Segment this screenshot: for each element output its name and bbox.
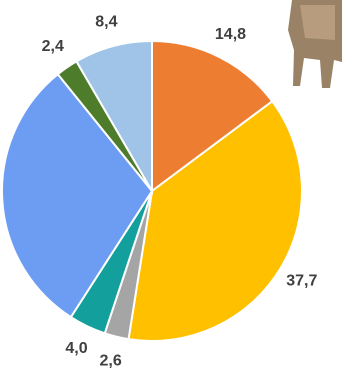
data-label: 4,0	[65, 340, 87, 357]
data-label: 2,6	[99, 352, 121, 369]
pie-slice	[1, 72, 154, 319]
data-label: 8,4	[95, 13, 117, 30]
pie-slice	[151, 39, 274, 193]
data-label: 37,7	[286, 273, 317, 290]
pie-slice	[75, 39, 153, 195]
decorative-photo	[288, 0, 342, 88]
data-label: 2,4	[42, 38, 64, 55]
data-label: 14,8	[215, 26, 246, 43]
pie-slice	[127, 99, 303, 342]
